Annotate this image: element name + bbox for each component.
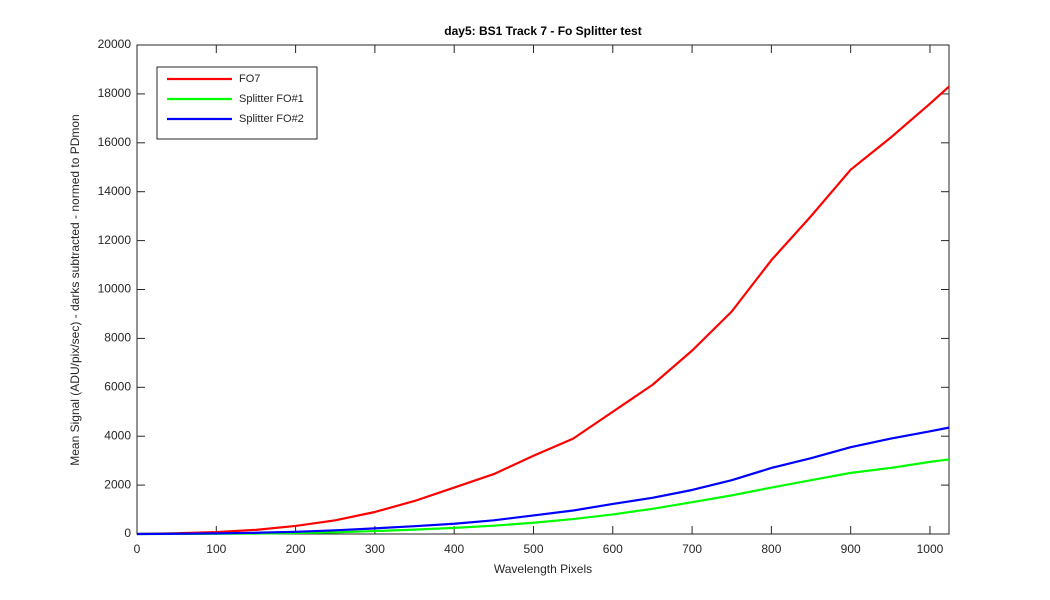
y-tick-label: 12000: [98, 233, 132, 247]
y-tick-label: 18000: [98, 86, 132, 100]
x-tick-label: 700: [682, 542, 702, 556]
x-tick-label: 400: [444, 542, 464, 556]
y-tick-label: 16000: [98, 135, 132, 149]
y-axis-label: Mean Signal (ADU/pix/sec) - darks subtra…: [68, 114, 82, 465]
y-tick-label: 8000: [104, 331, 131, 345]
legend-label: FO7: [239, 73, 260, 85]
legend-label: Splitter FO#2: [239, 113, 304, 125]
y-tick-label: 6000: [104, 379, 131, 393]
data-line: [136, 426, 950, 536]
y-tick-label: 10000: [98, 282, 132, 296]
x-tick-label: 100: [206, 542, 226, 556]
x-tick-label: 1000: [917, 542, 944, 556]
x-tick-label: 0: [134, 542, 141, 556]
y-tick-label: 20000: [98, 37, 132, 51]
y-tick-label: 4000: [104, 428, 131, 442]
y-tick-label: 2000: [104, 477, 131, 491]
y-tick-label: 14000: [98, 184, 132, 198]
data-line: [136, 85, 950, 536]
x-tick-label: 300: [365, 542, 385, 556]
x-tick-label: 600: [603, 542, 623, 556]
x-axis-label: Wavelength Pixels: [494, 562, 592, 576]
legend-label: Splitter FO#1: [239, 93, 304, 105]
chart-title: day5: BS1 Track 7 - Fo Splitter test: [444, 24, 641, 38]
x-tick-label: 900: [841, 542, 861, 556]
x-tick-label: 800: [761, 542, 781, 556]
x-tick-label: 200: [286, 542, 306, 556]
y-tick-label: 0: [124, 526, 131, 540]
x-tick-label: 500: [523, 542, 543, 556]
